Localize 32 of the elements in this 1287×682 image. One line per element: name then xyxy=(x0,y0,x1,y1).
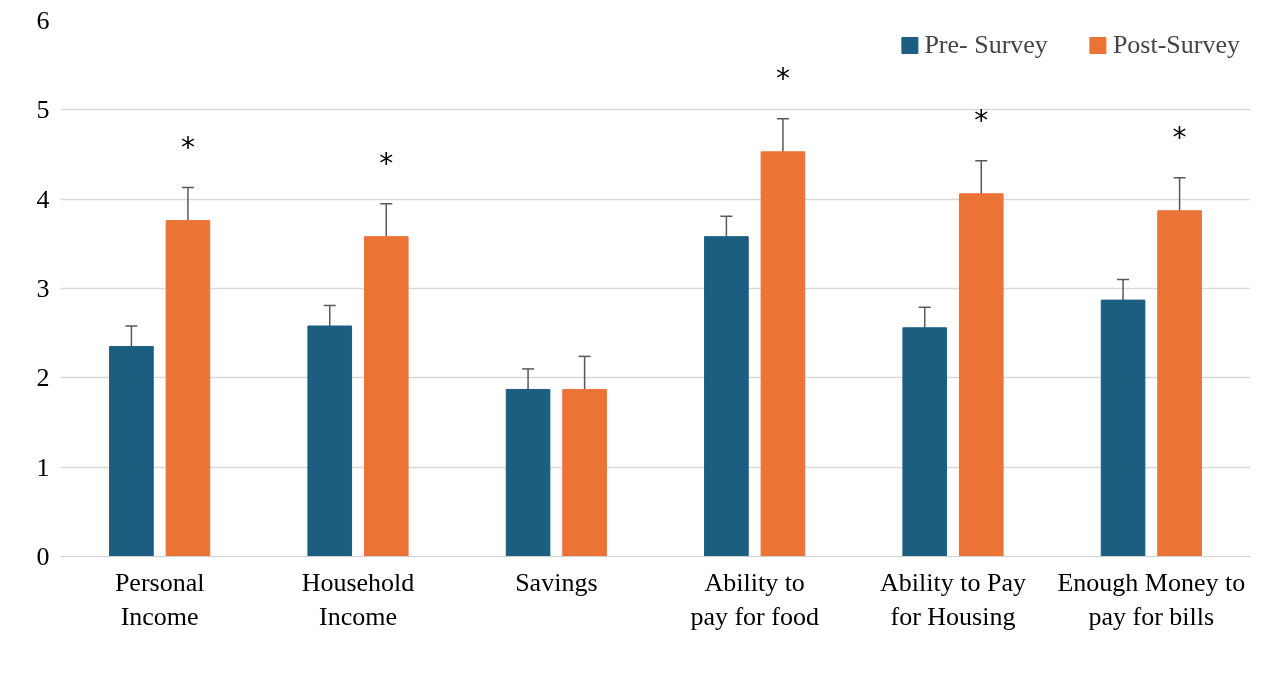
x-tick-label: Household Income xyxy=(301,567,415,632)
annotation: * xyxy=(775,62,790,96)
annotation: * xyxy=(974,104,989,138)
y-tick-label: 4 xyxy=(36,184,50,214)
bar xyxy=(505,388,551,557)
y-tick-label: 0 xyxy=(36,542,50,571)
y-tick-label: 5 xyxy=(36,95,50,125)
bar xyxy=(165,220,211,557)
x-tick-label: Ability to Pay for Housing xyxy=(880,567,1026,632)
x-tick-label: Savings xyxy=(515,567,598,597)
bar xyxy=(562,388,607,557)
x-tick-label: Ability to pay for food xyxy=(690,567,819,632)
legend-label: Post-Survey xyxy=(1112,30,1240,60)
bar xyxy=(1157,210,1202,557)
bar xyxy=(958,193,1004,557)
y-tick-label: 2 xyxy=(36,363,50,393)
x-tick-label: Enough Money to pay for bills xyxy=(1057,567,1246,632)
y-tick-label: 1 xyxy=(36,452,50,482)
x-tick-label: Personal Income xyxy=(114,567,205,632)
y-tick-label: 3 xyxy=(36,274,50,303)
annotation: * xyxy=(180,131,195,165)
bar xyxy=(363,236,409,557)
y-tick-label: 6 xyxy=(36,6,50,35)
legend-label: Pre- Survey xyxy=(924,30,1048,60)
bar xyxy=(307,325,353,557)
annotation: * xyxy=(379,147,394,181)
annotation: * xyxy=(1172,121,1187,155)
bar xyxy=(109,346,154,557)
bar xyxy=(760,151,806,557)
bar xyxy=(1100,299,1146,557)
bar xyxy=(902,327,948,557)
bar xyxy=(704,236,749,557)
